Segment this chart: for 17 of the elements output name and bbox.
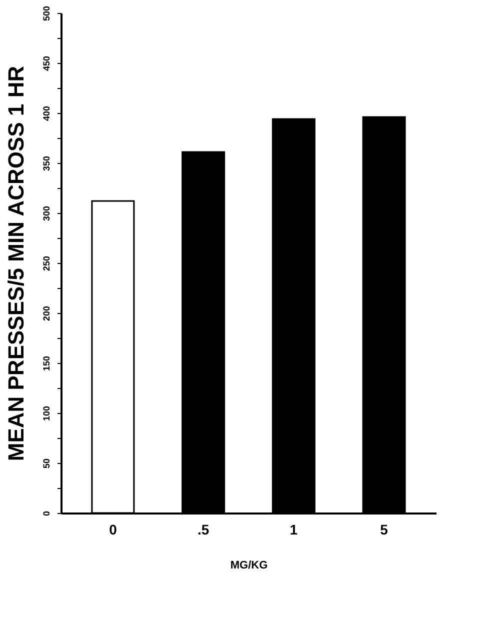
y-tick-label: 350 xyxy=(42,156,52,172)
y-tick-label: 150 xyxy=(42,356,52,372)
x-tick-label: .5 xyxy=(197,522,210,538)
y-tick-label: 100 xyxy=(42,406,52,422)
y-tick-label: 250 xyxy=(42,256,52,272)
y-tick-label: 0 xyxy=(42,510,52,516)
x-tick-label: 5 xyxy=(380,522,388,538)
y-tick-label: 400 xyxy=(42,106,52,122)
x-axis-title: MG/KG xyxy=(230,560,268,572)
y-tick-label: 50 xyxy=(42,458,52,469)
y-axis-title: MEAN PRESSES/5 MIN ACROSS 1 HR xyxy=(4,66,28,462)
y-tick-label: 300 xyxy=(42,206,52,222)
x-tick-label: 1 xyxy=(290,522,298,538)
y-tick-label: 200 xyxy=(42,306,52,322)
x-tick-label: 0 xyxy=(109,522,118,538)
y-tick-label: 450 xyxy=(42,56,52,72)
y-tick-label: 500 xyxy=(42,6,52,22)
